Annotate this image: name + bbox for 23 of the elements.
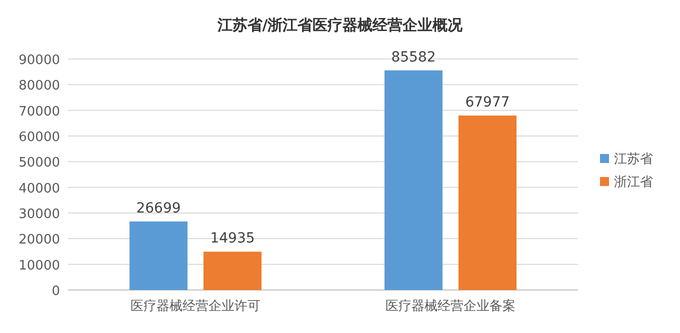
y-tick-label: 80000: [18, 78, 60, 94]
bar: [130, 221, 188, 290]
y-tick-label: 20000: [18, 232, 60, 248]
y-tick-label: 70000: [18, 104, 60, 120]
x-tick-label: 医疗器械经营企业备案: [386, 298, 516, 314]
legend-label: 江苏省: [614, 152, 653, 167]
y-tick-label: 40000: [18, 181, 60, 196]
y-tick-label: 30000: [18, 207, 60, 222]
chart-title: 江苏省/浙江省医疗器械经营企业概况: [216, 16, 464, 34]
bar: [384, 70, 442, 290]
data-label: 14935: [210, 230, 255, 247]
data-label: 26699: [136, 200, 181, 216]
y-tick-label: 10000: [18, 258, 60, 274]
y-tick-label: 90000: [18, 53, 60, 68]
y-tick-label: 0: [52, 284, 60, 299]
y-tick-label: 60000: [18, 130, 60, 145]
bar: [458, 116, 516, 290]
y-tick-label: 50000: [18, 156, 60, 171]
x-tick-label: 医疗器械经营企业许可: [130, 299, 260, 314]
legend-label: 浙江省: [614, 175, 653, 190]
bar: [204, 252, 262, 290]
data-label: 67977: [465, 94, 510, 111]
data-label: 85582: [391, 49, 436, 66]
